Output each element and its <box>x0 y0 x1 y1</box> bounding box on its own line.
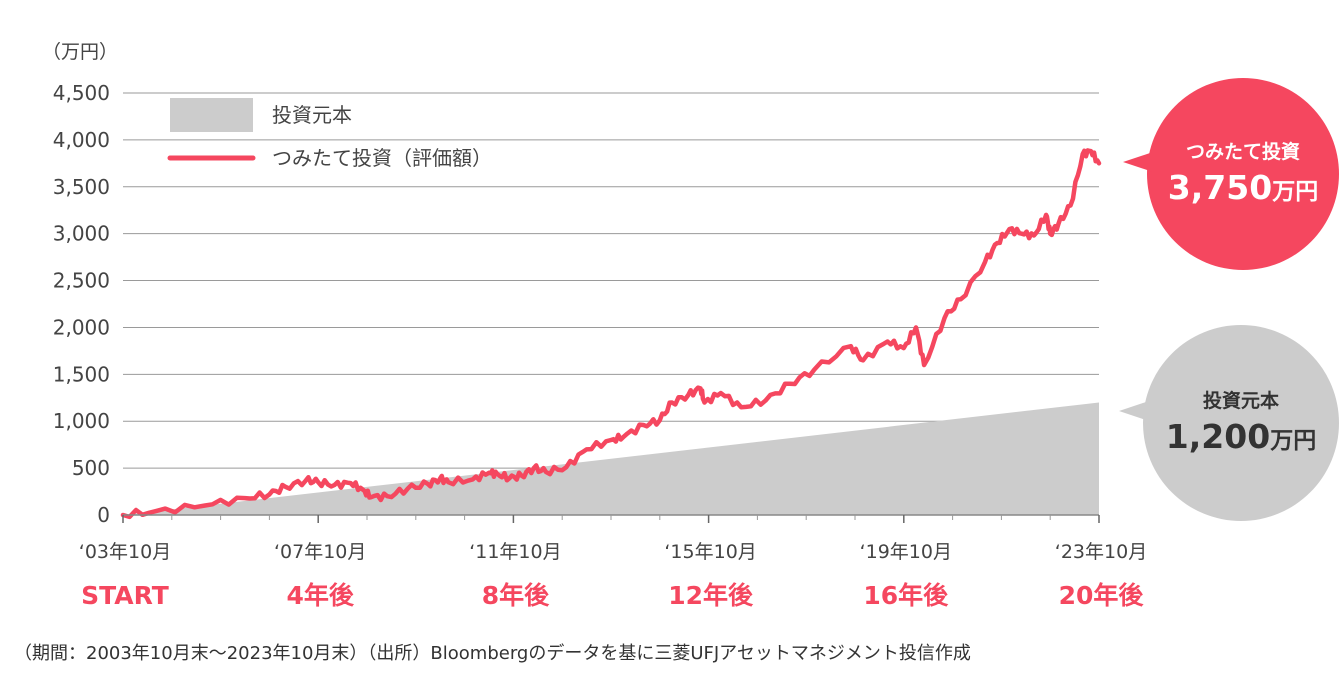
callout-tsumitate-amount: 3,750万円 <box>1168 168 1318 212</box>
principal-area <box>123 402 1099 515</box>
x-tick-date: ‘15年10月 <box>664 541 756 563</box>
callout-principal-value: 1,200 <box>1165 416 1271 456</box>
source-note: （期間：2003年10月末～2023年10月末）（出所）Bloombergのデー… <box>14 643 971 664</box>
x-tick-date: ‘03年10月 <box>79 541 171 563</box>
y-tick-label: 2,500 <box>53 269 110 293</box>
callout-principal-unit: 万円 <box>1270 427 1317 454</box>
y-tick-label: 4,000 <box>53 128 110 152</box>
y-tick-label: 1,500 <box>53 362 110 386</box>
callout-principal-label: 投資元本 <box>1202 389 1279 412</box>
legend-label-principal: 投資元本 <box>272 103 352 127</box>
callout-principal-amount: 1,200万円 <box>1166 417 1316 461</box>
y-tick-label: 3,500 <box>53 175 110 199</box>
y-tick-label: 2,000 <box>53 315 110 339</box>
chart: （万円） 4,500 4,000 3,500 3,000 2,500 2,000 1,500… <box>42 41 1147 610</box>
x-tick-date: ‘19年10月 <box>860 541 952 563</box>
x-tick-date: ‘23年10月 <box>1055 541 1147 563</box>
y-tick-label: 1,000 <box>53 409 110 433</box>
legend: 投資元本 つみたて投資（評価額） <box>167 98 492 170</box>
x-tick-labels: ‘03年10月 START ‘07年10月 4年後 ‘11年10月 8年後 ‘15年10月 1… <box>79 515 1147 610</box>
x-tick-elapsed: 16年後 <box>863 581 949 610</box>
legend-label-valuation: つみたて投資（評価額） <box>272 146 492 170</box>
callout-tsumitate-label: つみたて投資 <box>1185 140 1300 163</box>
y-unit-label: （万円） <box>42 41 118 63</box>
callout-tsumitate: つみたて投資 3,750万円 <box>1123 78 1339 270</box>
y-tick-label: 0 <box>97 503 110 527</box>
y-tick-labels: 4,500 4,000 3,500 3,000 2,500 2,000 1,500 1,000… <box>53 81 110 527</box>
x-tick-elapsed: 20年後 <box>1059 581 1145 610</box>
y-tick-label: 3,000 <box>53 222 110 246</box>
y-tick-label: 4,500 <box>53 81 110 105</box>
callout-principal: 投資元本 1,200万円 <box>1119 325 1339 521</box>
callout-tsumitate-unit: 万円 <box>1272 178 1319 205</box>
legend-swatch-principal <box>170 98 253 132</box>
x-tick-elapsed: START <box>81 581 169 610</box>
x-tick-date: ‘11年10月 <box>469 541 561 563</box>
x-tick-elapsed: 12年後 <box>668 581 754 610</box>
x-tick-date: ‘07年10月 <box>274 541 366 563</box>
x-tick-elapsed: 4年後 <box>286 581 354 610</box>
y-tick-label: 500 <box>72 456 110 480</box>
valuation-line <box>120 148 1102 520</box>
x-tick-elapsed: 8年後 <box>482 581 550 610</box>
callout-tsumitate-value: 3,750 <box>1167 167 1273 207</box>
grid-lines <box>123 92 1099 469</box>
